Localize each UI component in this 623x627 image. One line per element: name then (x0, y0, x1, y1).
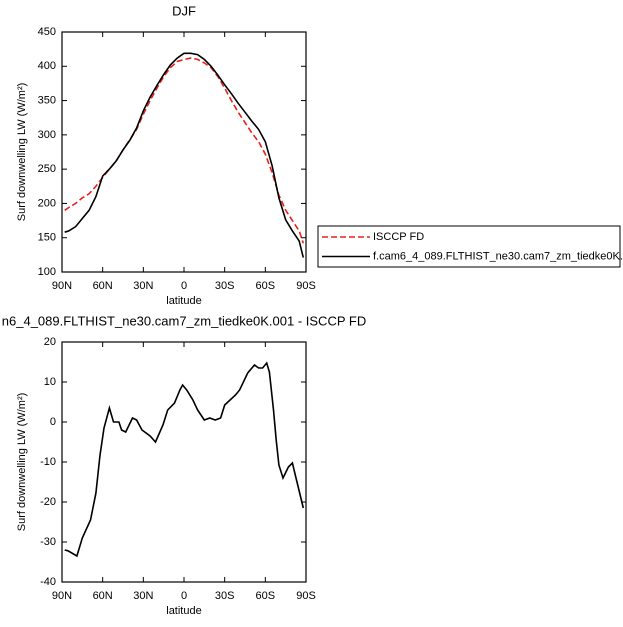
y-tick-label: -40 (40, 576, 56, 588)
x-tick-label: 90N (52, 280, 72, 292)
x-tick-label: 90S (296, 590, 316, 602)
x-tick-label: 30S (215, 590, 235, 602)
x-tick-label: 0 (181, 280, 187, 292)
y-tick-label: 10 (44, 376, 56, 388)
y-tick-label: -20 (40, 496, 56, 508)
legend-label: ISCCP FD (373, 231, 424, 243)
y-axis-label: Surf downwelling LW (W/m²) (16, 393, 28, 532)
x-tick-label: 0 (181, 590, 187, 602)
x-tick-label: 30N (133, 280, 153, 292)
x-tick-label: 60N (93, 280, 113, 292)
y-tick-label: 20 (44, 336, 56, 348)
legend-box (317, 225, 621, 268)
x-tick-label: 90S (296, 280, 316, 292)
x-axis-label: latitude (166, 295, 201, 307)
x-tick-label: 90N (52, 590, 72, 602)
x-tick-label: 60S (256, 280, 276, 292)
x-axis-label: latitude (166, 605, 201, 617)
plot-frame (61, 341, 307, 583)
x-tick-label: 30N (133, 590, 153, 602)
chart-title: n6_4_089.FLTHIST_ne30.cam7_zm_tiedke0K.0… (2, 313, 366, 328)
x-tick-label: 60N (93, 590, 113, 602)
y-tick-label: -10 (40, 456, 56, 468)
series-line (64, 361, 305, 558)
y-tick-label: 250 (38, 163, 56, 175)
y-tick-label: 100 (38, 266, 56, 278)
chart-title: DJF (172, 3, 196, 18)
legend-label: f.cam6_4_089.FLTHIST_ne30.cam7_zm_tiedke… (373, 250, 623, 262)
y-tick-label: 400 (38, 60, 56, 72)
x-tick-label: 30S (215, 280, 235, 292)
y-axis-label: Surf downwelling LW (W/m²) (16, 83, 28, 222)
series-line (64, 52, 305, 258)
y-tick-label: 300 (38, 129, 56, 141)
plot-frame (61, 31, 307, 273)
y-tick-label: -30 (40, 536, 56, 548)
y-tick-label: 450 (38, 26, 56, 38)
x-tick-label: 60S (256, 590, 276, 602)
y-tick-label: 150 (38, 232, 56, 244)
y-tick-label: 0 (50, 416, 56, 428)
y-tick-label: 350 (38, 94, 56, 106)
y-tick-label: 200 (38, 197, 56, 209)
